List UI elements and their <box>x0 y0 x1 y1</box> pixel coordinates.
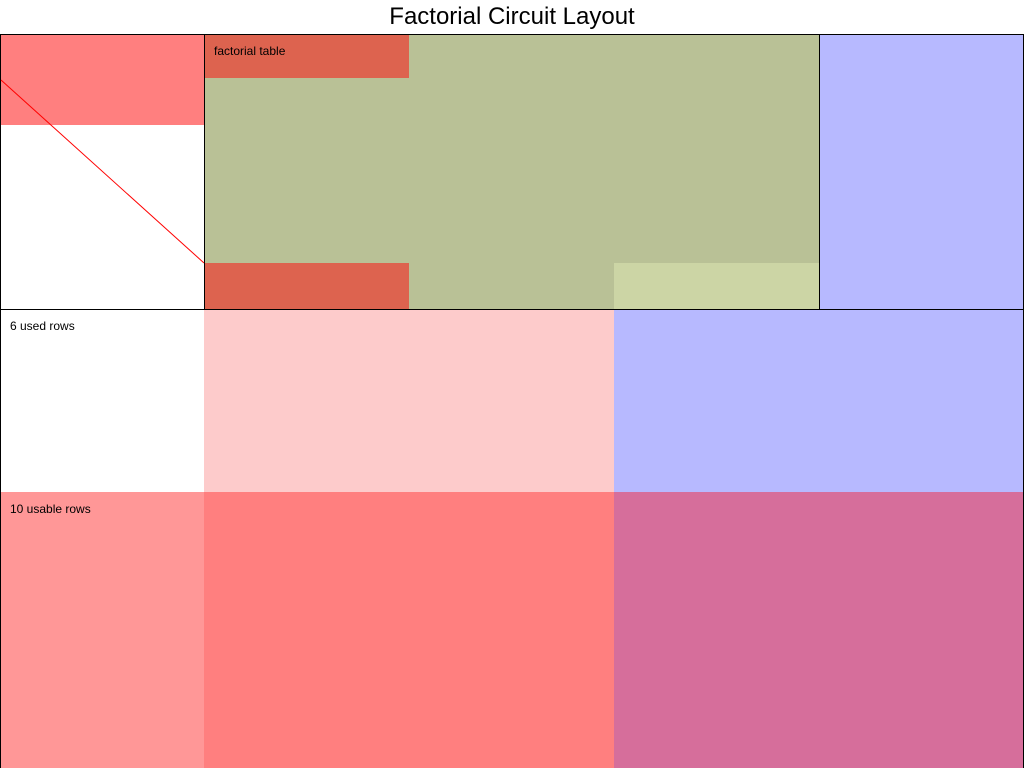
usable-rows-label: 10 usable rows <box>10 502 91 516</box>
blinding-selector-region <box>1 492 204 768</box>
region-box-border <box>204 34 820 310</box>
blinding-advice-region <box>204 492 614 768</box>
advice-light-cell <box>614 263 819 309</box>
table-column-bottom <box>204 263 409 309</box>
unused-fixed-region <box>614 309 1024 492</box>
diagram-title: Factorial Circuit Layout <box>389 3 635 30</box>
factorial-table-label: factorial table <box>214 44 286 58</box>
used-rows-label: 6 used rows <box>10 319 75 333</box>
blinding-fixed-region <box>614 492 1024 768</box>
unused-advice-region <box>204 309 614 492</box>
fixed-column-top <box>819 35 1024 309</box>
table-column-top <box>204 35 409 78</box>
